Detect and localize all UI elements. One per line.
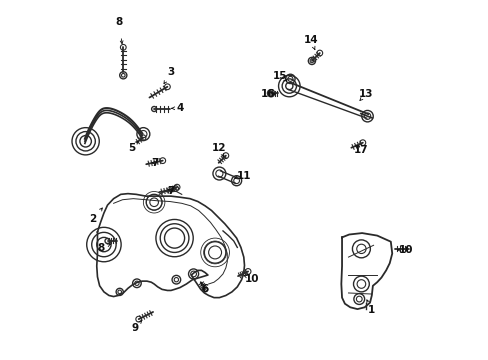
- Text: 1: 1: [367, 305, 375, 315]
- Text: 4: 4: [176, 103, 183, 113]
- Text: 8: 8: [97, 243, 104, 253]
- Text: 16: 16: [260, 89, 274, 99]
- Text: 10: 10: [244, 274, 258, 284]
- Text: 17: 17: [353, 144, 367, 154]
- Text: 3: 3: [167, 67, 174, 77]
- Text: 14: 14: [303, 35, 318, 45]
- Text: 11: 11: [237, 171, 251, 181]
- Text: 9: 9: [131, 323, 139, 333]
- Text: 7: 7: [167, 186, 174, 196]
- Text: 7: 7: [151, 158, 158, 168]
- Text: 15: 15: [273, 71, 287, 81]
- Text: 2: 2: [89, 215, 97, 224]
- Text: 5: 5: [128, 143, 135, 153]
- Text: 13: 13: [359, 89, 373, 99]
- Text: 10: 10: [398, 245, 412, 255]
- Text: 8: 8: [115, 17, 122, 27]
- Text: 12: 12: [212, 143, 226, 153]
- Text: 6: 6: [201, 284, 208, 294]
